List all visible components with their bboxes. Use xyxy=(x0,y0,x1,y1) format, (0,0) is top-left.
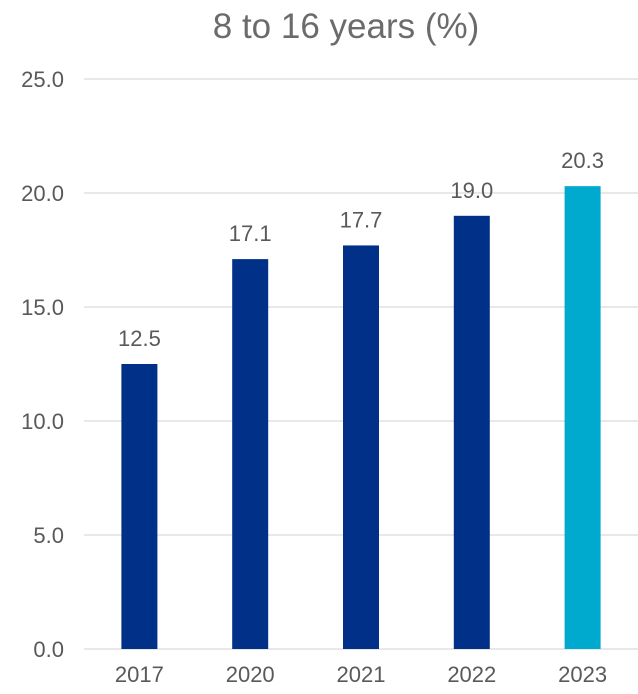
data-label: 17.1 xyxy=(229,221,272,246)
y-tick-label: 20.0 xyxy=(21,181,64,206)
data-label: 19.0 xyxy=(450,178,493,203)
y-tick-label: 0.0 xyxy=(33,637,64,662)
bar xyxy=(565,186,601,649)
x-tick-label: 2020 xyxy=(226,662,275,687)
x-tick-label: 2021 xyxy=(337,662,386,687)
x-axis-ticks: 2017 2020 2021 2022 2023 xyxy=(115,662,607,687)
x-tick-label: 2023 xyxy=(558,662,607,687)
bar xyxy=(232,259,268,649)
x-tick-label: 2022 xyxy=(447,662,496,687)
bar xyxy=(343,245,379,649)
bar xyxy=(454,216,490,649)
y-tick-label: 5.0 xyxy=(33,523,64,548)
bar xyxy=(121,364,157,649)
y-tick-label: 10.0 xyxy=(21,409,64,434)
data-label: 17.7 xyxy=(340,207,383,232)
y-tick-label: 25.0 xyxy=(21,67,64,92)
x-tick-label: 2017 xyxy=(115,662,164,687)
bars xyxy=(121,186,600,649)
data-label: 20.3 xyxy=(561,148,604,173)
chart-title: 8 to 16 years (%) xyxy=(213,7,480,46)
data-label: 12.5 xyxy=(118,326,161,351)
y-tick-label: 15.0 xyxy=(21,295,64,320)
y-axis-ticks: 0.0 5.0 10.0 15.0 20.0 25.0 xyxy=(21,67,64,662)
